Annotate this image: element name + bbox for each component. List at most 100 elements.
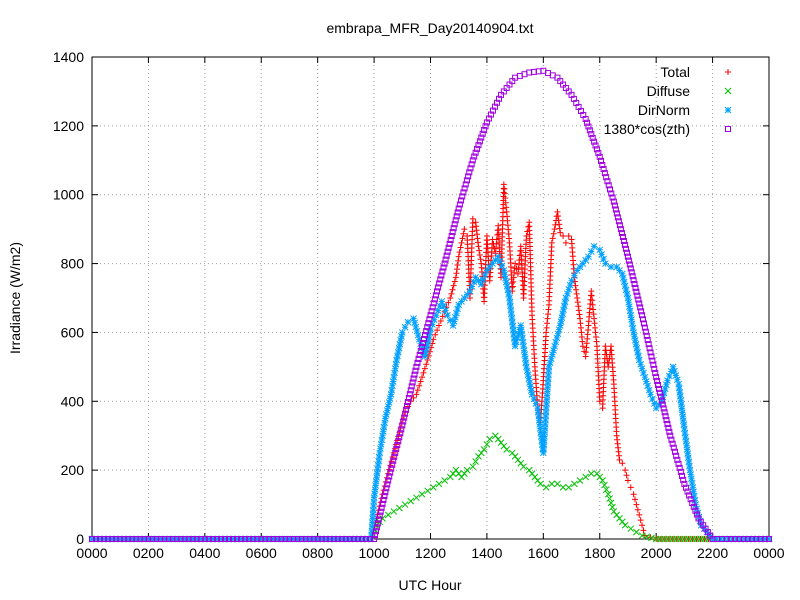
data-point bbox=[286, 536, 293, 542]
data-point bbox=[624, 294, 632, 302]
y-tick-label: 400 bbox=[61, 393, 85, 409]
data-point bbox=[552, 338, 560, 346]
data-point bbox=[429, 484, 437, 491]
series-square bbox=[89, 67, 772, 542]
data-point bbox=[424, 487, 432, 495]
data-point bbox=[452, 274, 459, 281]
data-point bbox=[515, 330, 522, 338]
y-axis-label: Irradiance (W/m2) bbox=[7, 242, 23, 354]
data-point bbox=[543, 392, 551, 399]
data-point bbox=[306, 536, 313, 542]
x-tick-label: 2200 bbox=[697, 545, 728, 561]
data-point bbox=[678, 405, 686, 412]
data-point bbox=[322, 535, 330, 543]
data-point bbox=[278, 536, 285, 542]
data-point bbox=[573, 267, 581, 274]
data-point bbox=[611, 202, 618, 209]
data-point bbox=[642, 328, 649, 335]
data-point bbox=[371, 486, 379, 493]
data-point bbox=[526, 379, 533, 386]
data-point bbox=[545, 367, 553, 375]
data-point bbox=[382, 489, 389, 496]
data-point bbox=[483, 267, 491, 274]
data-point bbox=[571, 480, 578, 488]
legend-swatch bbox=[725, 69, 731, 75]
data-point bbox=[579, 343, 586, 350]
data-point bbox=[474, 145, 481, 152]
data-point bbox=[137, 535, 144, 543]
data-point bbox=[655, 401, 663, 409]
data-point bbox=[680, 476, 687, 483]
data-point bbox=[523, 233, 530, 240]
data-point bbox=[647, 391, 654, 398]
data-point bbox=[116, 535, 124, 543]
data-point bbox=[641, 373, 649, 381]
data-point bbox=[436, 280, 443, 287]
data-point bbox=[421, 365, 428, 372]
data-point bbox=[761, 535, 769, 543]
y-tick-label: 200 bbox=[61, 462, 85, 478]
data-point bbox=[398, 329, 406, 336]
data-point bbox=[602, 260, 609, 267]
data-point bbox=[540, 441, 548, 449]
data-point bbox=[476, 251, 483, 258]
data-point bbox=[593, 146, 600, 153]
x-tick-label: 1000 bbox=[359, 545, 390, 561]
data-point bbox=[517, 326, 525, 334]
data-point bbox=[506, 294, 513, 302]
data-point bbox=[603, 174, 610, 181]
data-point bbox=[682, 437, 690, 445]
data-point bbox=[658, 397, 665, 404]
data-point bbox=[545, 371, 552, 379]
data-point bbox=[437, 317, 444, 324]
data-point bbox=[461, 226, 468, 233]
data-point bbox=[334, 536, 341, 542]
data-point bbox=[507, 306, 515, 314]
x-tick-label: 1600 bbox=[528, 545, 559, 561]
data-point bbox=[634, 292, 641, 299]
data-point bbox=[543, 396, 551, 403]
data-point bbox=[257, 535, 265, 543]
data-point bbox=[318, 535, 326, 543]
data-point bbox=[449, 286, 456, 293]
data-point bbox=[417, 347, 424, 354]
data-point bbox=[690, 503, 697, 510]
data-point bbox=[573, 290, 580, 297]
data-point bbox=[153, 535, 160, 543]
data-point bbox=[425, 333, 433, 341]
legend-swatch bbox=[724, 87, 732, 95]
data-point bbox=[249, 535, 257, 543]
data-point bbox=[562, 294, 570, 302]
data-point bbox=[310, 535, 317, 543]
data-point bbox=[458, 298, 465, 305]
data-point bbox=[560, 306, 567, 314]
data-point bbox=[429, 304, 436, 311]
data-point bbox=[637, 304, 644, 311]
data-point bbox=[318, 536, 325, 542]
data-point bbox=[604, 490, 612, 498]
data-point bbox=[233, 535, 241, 543]
data-point bbox=[650, 361, 657, 368]
data-point bbox=[535, 412, 543, 420]
data-point bbox=[129, 536, 136, 542]
data-point bbox=[585, 253, 592, 261]
data-point bbox=[503, 282, 511, 290]
legend-swatch bbox=[724, 106, 732, 114]
data-point bbox=[628, 316, 635, 323]
x-tick-label: 0000 bbox=[76, 545, 107, 561]
data-point bbox=[424, 324, 431, 331]
data-point bbox=[437, 276, 444, 283]
data-point bbox=[454, 266, 461, 273]
data-point bbox=[397, 430, 404, 437]
data-point bbox=[241, 535, 249, 543]
data-point bbox=[547, 355, 555, 362]
data-point bbox=[454, 305, 461, 313]
data-point bbox=[606, 495, 613, 502]
data-point bbox=[351, 535, 359, 543]
data-point bbox=[623, 290, 631, 298]
data-point bbox=[492, 256, 499, 264]
data-point bbox=[396, 434, 403, 441]
data-point bbox=[745, 535, 753, 543]
data-point bbox=[757, 536, 764, 542]
data-point bbox=[600, 166, 607, 173]
